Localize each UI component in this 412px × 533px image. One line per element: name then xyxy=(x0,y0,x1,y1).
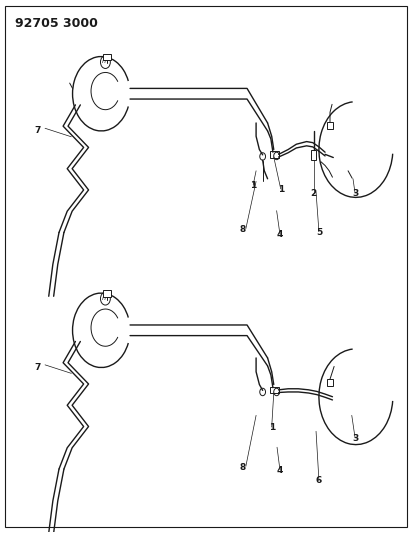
Text: 1: 1 xyxy=(278,185,284,194)
Text: 8: 8 xyxy=(240,463,246,472)
Text: 6: 6 xyxy=(316,477,322,486)
Text: 8: 8 xyxy=(240,225,246,234)
Text: 5: 5 xyxy=(316,228,322,237)
Text: n: n xyxy=(101,59,105,64)
Text: 7: 7 xyxy=(35,126,41,135)
Text: 3: 3 xyxy=(352,189,358,198)
Text: 1: 1 xyxy=(269,423,275,432)
Text: 4: 4 xyxy=(277,466,283,475)
Bar xyxy=(269,151,279,158)
Bar xyxy=(103,290,111,297)
Bar xyxy=(103,54,111,60)
Text: 92705 3000: 92705 3000 xyxy=(15,17,98,30)
Text: 3: 3 xyxy=(352,434,358,443)
Bar xyxy=(327,379,333,385)
Bar xyxy=(327,123,333,129)
Bar xyxy=(311,150,316,160)
Text: 4: 4 xyxy=(277,230,283,239)
Text: 2: 2 xyxy=(311,189,317,198)
Text: n: n xyxy=(101,296,105,301)
Bar xyxy=(269,386,279,393)
Text: 1: 1 xyxy=(250,181,256,190)
Text: 7: 7 xyxy=(35,363,41,372)
